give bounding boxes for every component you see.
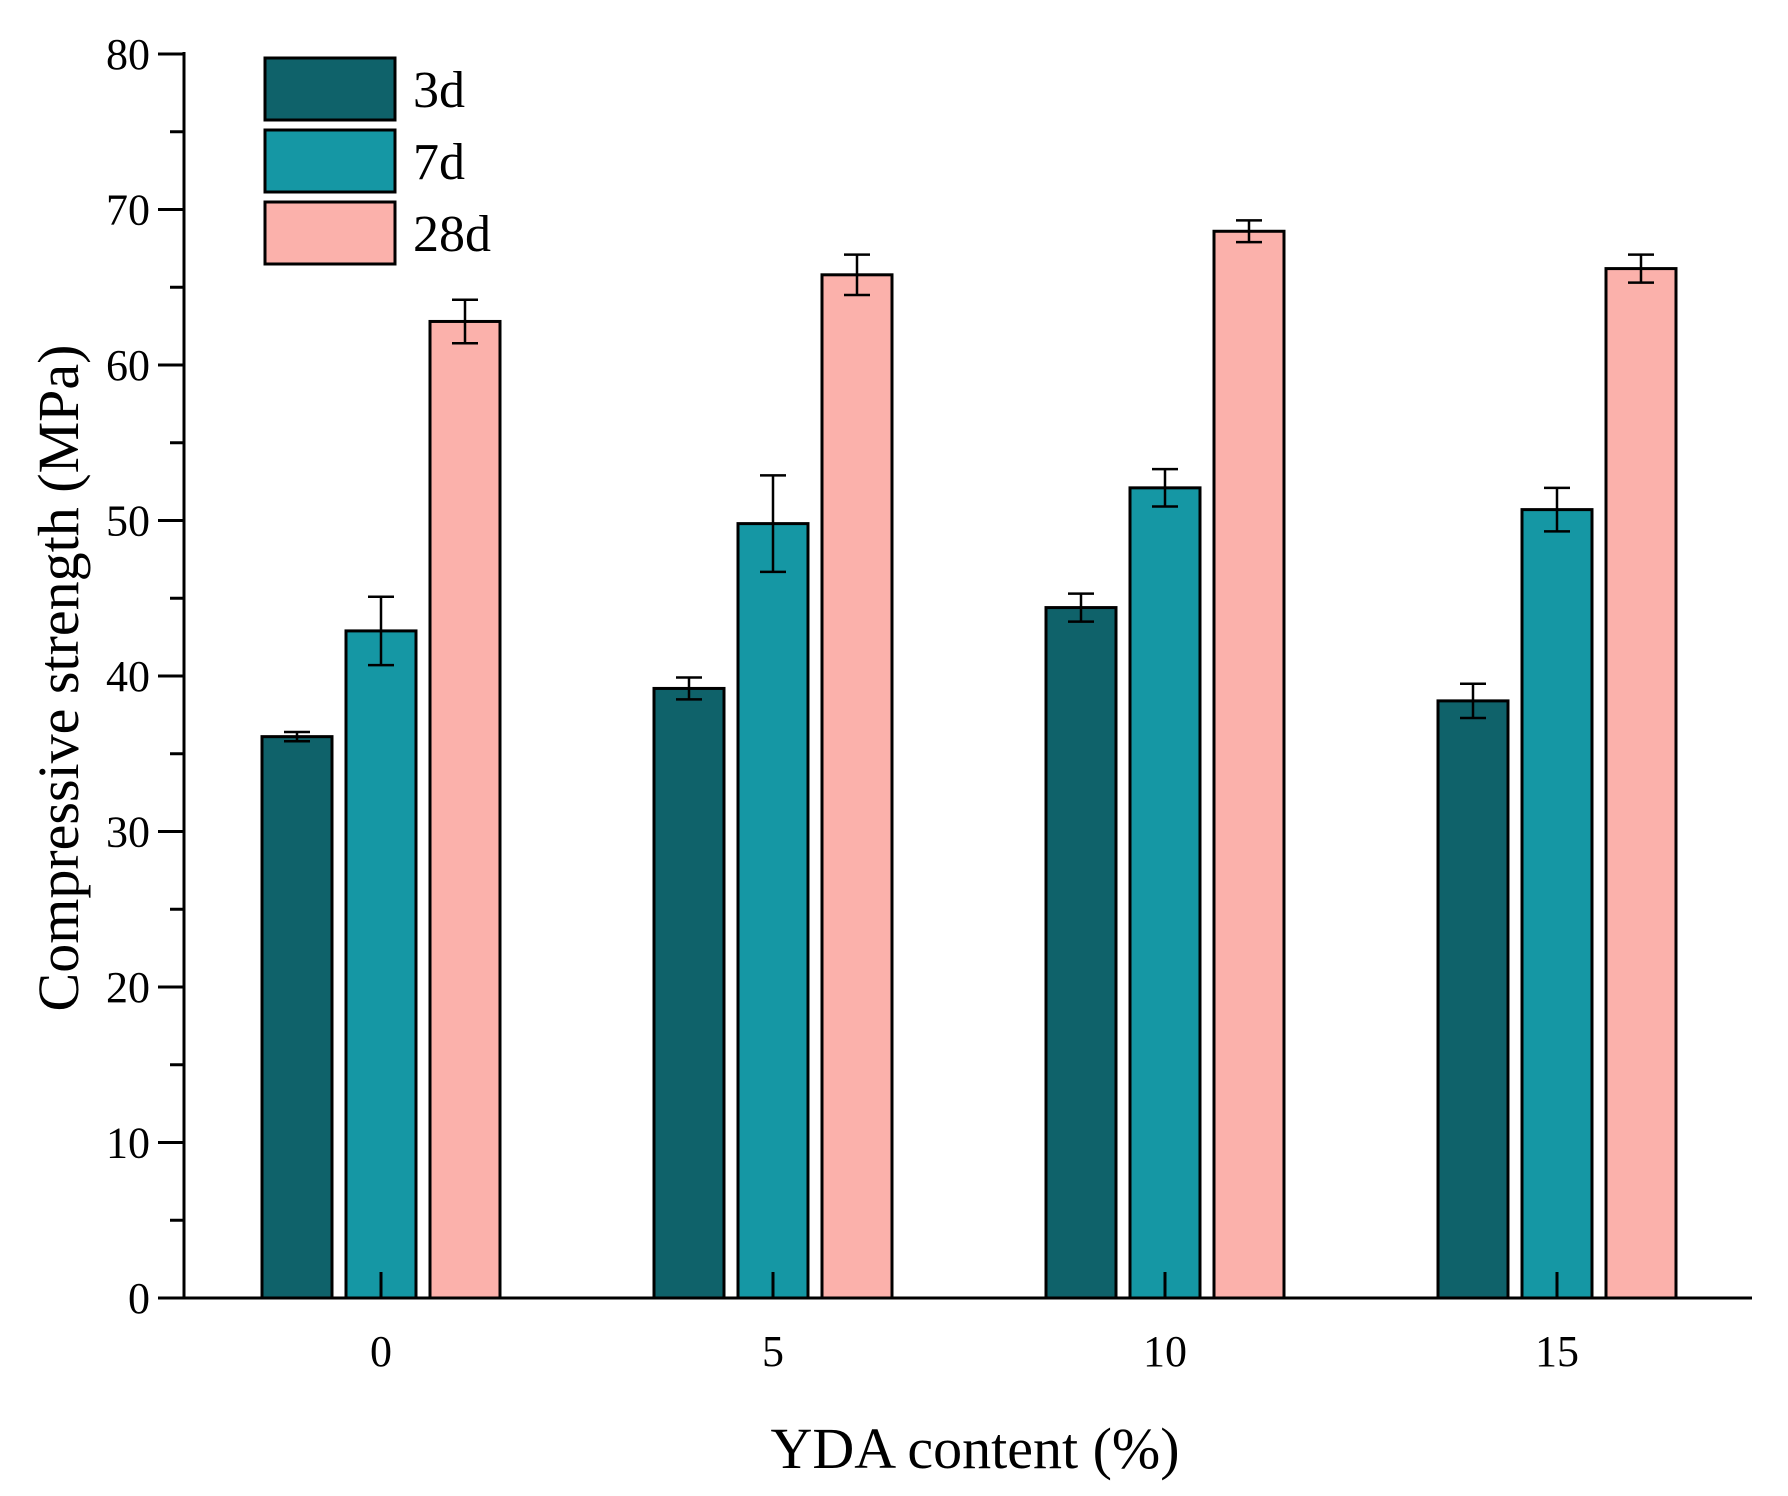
y-tick-label-40: 40 xyxy=(106,652,150,701)
x-tick-label-0: 0 xyxy=(370,1327,392,1376)
legend-swatch-7d xyxy=(263,128,397,194)
legend-label-28d: 28d xyxy=(413,206,491,263)
bars-layer xyxy=(260,229,1678,1300)
y-tick-label-70: 70 xyxy=(106,186,150,235)
bar-3d-15 xyxy=(1436,699,1510,1300)
error-bar-7d-15 xyxy=(1544,486,1570,533)
y-tick-label-60: 60 xyxy=(106,341,150,390)
bar-7d-0 xyxy=(344,629,418,1300)
error-bar-3d-15 xyxy=(1460,682,1486,720)
error-bars-layer xyxy=(284,219,1654,743)
y-tick-label-20: 20 xyxy=(106,963,150,1012)
y-tick-label-80: 80 xyxy=(106,30,150,79)
error-bar-3d-5 xyxy=(676,676,702,701)
error-bar-28d-15 xyxy=(1628,253,1654,284)
y-tick-label-10: 10 xyxy=(106,1119,150,1168)
x-tick-label-5: 5 xyxy=(762,1327,784,1376)
bar-3d-10 xyxy=(1044,606,1118,1300)
x-tick-label-15: 15 xyxy=(1535,1327,1579,1376)
bar-28d-0 xyxy=(428,319,502,1300)
error-bar-7d-5 xyxy=(760,474,786,574)
legend: 3d 7d 28d xyxy=(263,56,491,266)
bar-7d-15 xyxy=(1520,508,1594,1300)
error-bar-3d-10 xyxy=(1068,592,1094,623)
legend-swatch-28d xyxy=(263,200,397,266)
bar-3d-5 xyxy=(652,686,726,1300)
bar-28d-5 xyxy=(820,273,894,1300)
error-bar-7d-0 xyxy=(368,595,394,667)
y-tick-label-30: 30 xyxy=(106,808,150,857)
legend-item-28d: 28d xyxy=(263,200,491,266)
error-bar-7d-10 xyxy=(1152,467,1178,508)
legend-label-3d: 3d xyxy=(413,62,465,119)
bar-28d-15 xyxy=(1604,267,1678,1300)
legend-item-7d: 7d xyxy=(263,128,465,194)
axes-layer: 0 10 20 30 40 50 60 70 80 0 5 10 15 xyxy=(106,30,1752,1376)
legend-swatch-3d xyxy=(263,56,397,122)
bar-7d-10 xyxy=(1128,486,1202,1300)
x-axis-title: YDA content (%) xyxy=(770,1416,1179,1481)
x-tick-label-10: 10 xyxy=(1143,1327,1187,1376)
error-bar-3d-0 xyxy=(284,730,310,743)
error-bar-28d-5 xyxy=(844,253,870,297)
y-axis-title: Compressive strength (MPa) xyxy=(26,345,91,1012)
y-tick-label-0: 0 xyxy=(128,1274,150,1323)
error-bar-28d-10 xyxy=(1236,219,1262,244)
legend-label-7d: 7d xyxy=(413,134,465,191)
bar-3d-0 xyxy=(260,735,334,1300)
bar-7d-5 xyxy=(736,522,810,1300)
error-bar-28d-0 xyxy=(452,298,478,345)
bar-28d-10 xyxy=(1212,229,1286,1300)
y-tick-label-50: 50 xyxy=(106,497,150,546)
legend-item-3d: 3d xyxy=(263,56,465,122)
